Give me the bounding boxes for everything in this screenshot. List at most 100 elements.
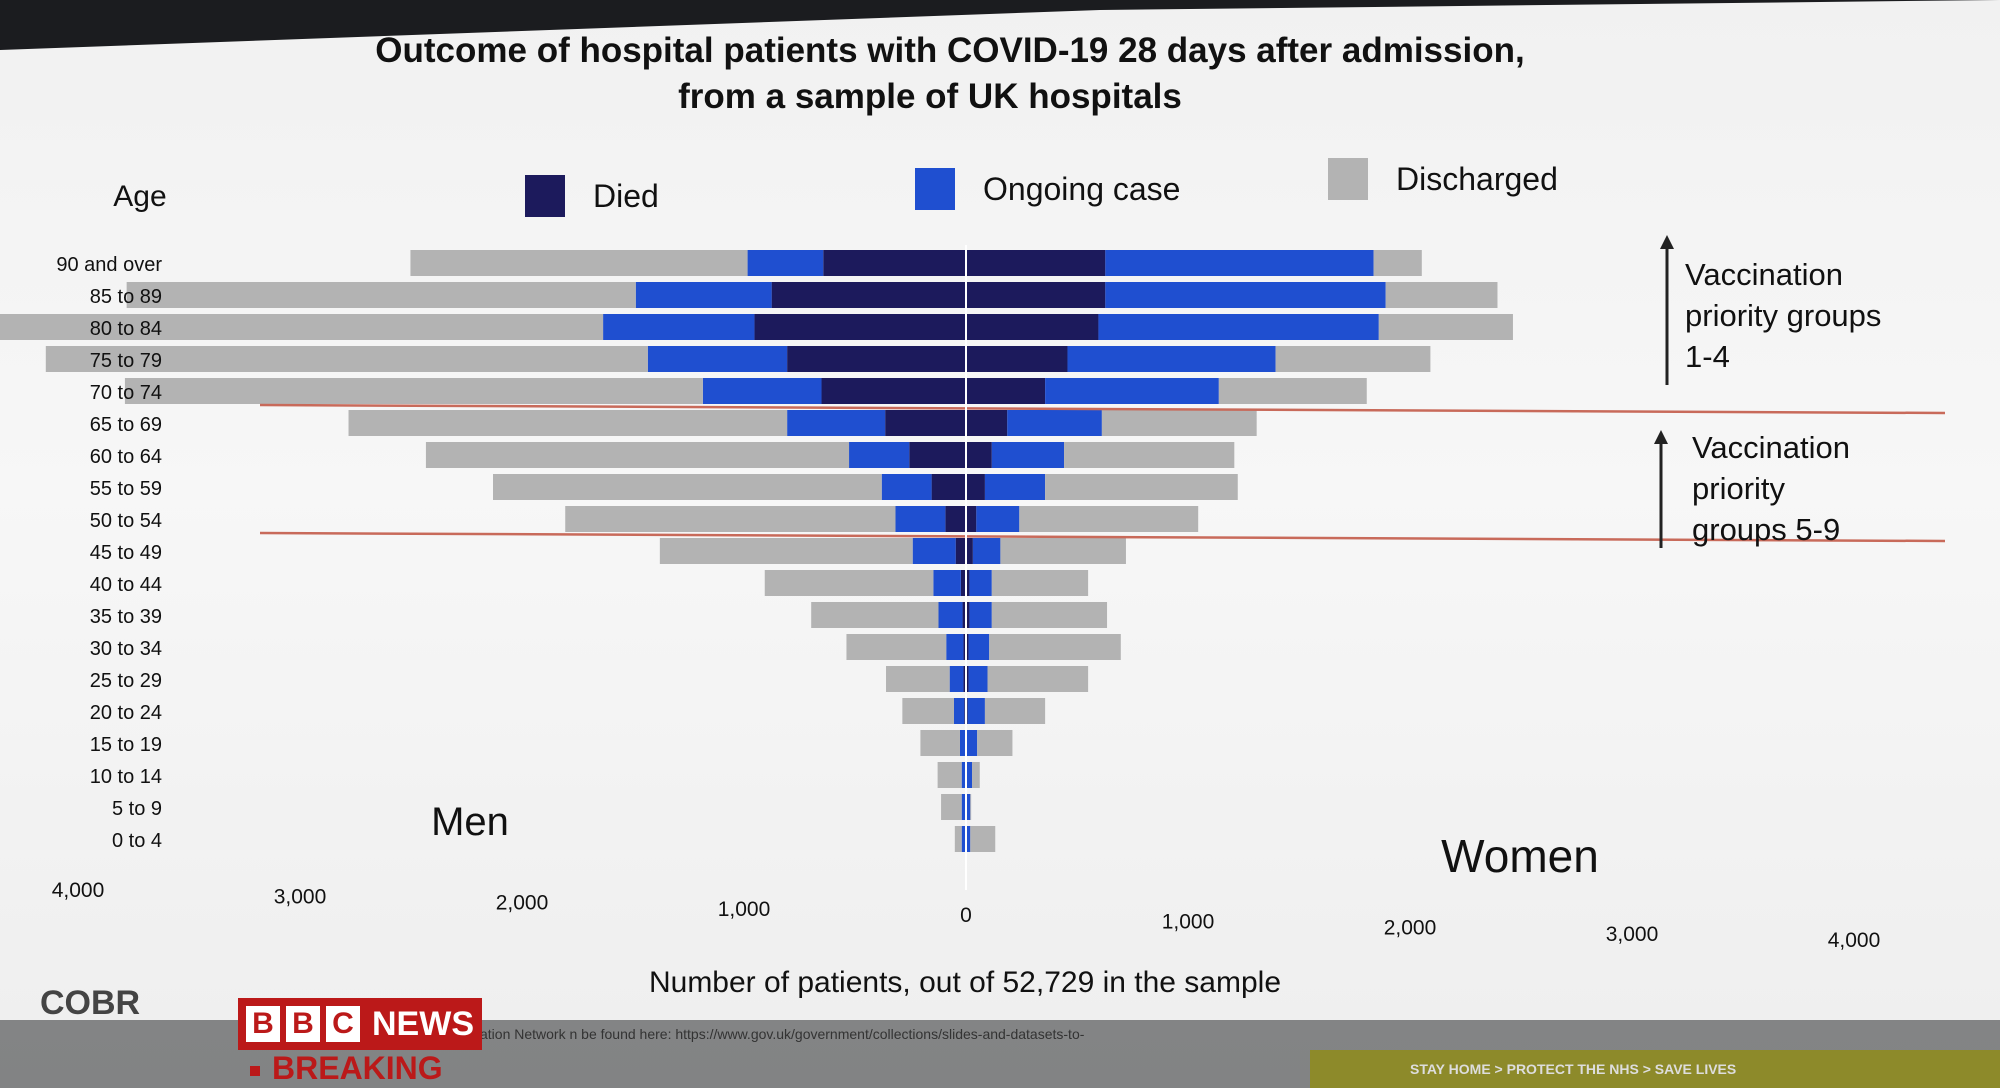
legend-label-ongoing-case: Ongoing case bbox=[983, 171, 1180, 207]
age-tick-label: 40 to 44 bbox=[90, 574, 162, 596]
annotation-arrow-up-icon bbox=[1660, 235, 1674, 249]
divider-line-groups-1-4 bbox=[259, 403, 1946, 415]
bar-men-ongoing-case bbox=[787, 410, 886, 436]
bar-women-discharged bbox=[1385, 282, 1498, 308]
bar-women-ongoing-case bbox=[972, 538, 1001, 564]
age-tick-label: 60 to 64 bbox=[90, 446, 162, 468]
x-tick-label: 3,000 bbox=[274, 885, 327, 908]
bar-men-ongoing-case bbox=[912, 538, 956, 564]
bar-women-ongoing-case bbox=[1105, 250, 1374, 276]
bar-women-ongoing-case bbox=[967, 698, 985, 724]
bar-men-died bbox=[771, 282, 966, 308]
age-tick-label: 80 to 84 bbox=[90, 318, 162, 340]
bar-men-died bbox=[931, 474, 966, 500]
bar-men-discharged bbox=[565, 506, 896, 532]
bar-men-ongoing-case bbox=[647, 346, 788, 372]
bar-women-ongoing-case bbox=[1067, 346, 1276, 372]
bar-men-died bbox=[955, 538, 966, 564]
annotation-text: groups 5-9 bbox=[1692, 512, 1840, 547]
cobr-logo: COBR bbox=[40, 984, 140, 1023]
bar-men-died bbox=[963, 634, 966, 660]
bar-men-died bbox=[962, 602, 966, 628]
bar-women-discharged bbox=[991, 602, 1108, 628]
bar-women-discharged bbox=[970, 826, 996, 852]
bar-men-discharged bbox=[493, 474, 882, 500]
bar-women-ongoing-case bbox=[968, 666, 988, 692]
bar-women-discharged bbox=[977, 730, 1013, 756]
bar-men-discharged bbox=[811, 602, 939, 628]
bar-men-ongoing-case bbox=[938, 602, 963, 628]
age-tick-label: 30 to 34 bbox=[90, 638, 162, 660]
bar-women-discharged bbox=[1378, 314, 1513, 340]
x-tick-label: 1,000 bbox=[718, 898, 771, 921]
annotations: Vaccination priority groups 1-4 Vaccination… bbox=[1654, 235, 1881, 548]
x-tick-label: 1,000 bbox=[1162, 910, 1215, 933]
annotation-text: 1-4 bbox=[1685, 339, 1730, 374]
bar-women-ongoing-case bbox=[984, 474, 1046, 500]
men-label: Men bbox=[431, 800, 509, 844]
bar-men-ongoing-case bbox=[933, 570, 961, 596]
bars-group bbox=[0, 250, 1513, 852]
age-tick-label: 85 to 89 bbox=[90, 286, 162, 308]
bar-women-ongoing-case bbox=[1098, 314, 1379, 340]
bar-men-ongoing-case bbox=[959, 730, 966, 756]
x-tick-label: 2,000 bbox=[1384, 917, 1437, 940]
bar-men-discharged bbox=[45, 346, 648, 372]
bar-men-discharged bbox=[920, 730, 960, 756]
bar-men-ongoing-case bbox=[961, 762, 966, 788]
news-word: NEWS bbox=[372, 1004, 474, 1043]
bar-men-discharged bbox=[348, 410, 788, 436]
breaking-text: BREAKING bbox=[272, 1050, 443, 1086]
legend-swatch-ongoing-case bbox=[915, 168, 955, 210]
age-tick-label: 75 to 79 bbox=[90, 350, 162, 372]
bar-women-discharged bbox=[970, 794, 972, 820]
x-tick-label: 4,000 bbox=[52, 879, 105, 902]
bar-men-ongoing-case bbox=[881, 474, 932, 500]
legend-label-discharged: Discharged bbox=[1396, 161, 1558, 197]
bar-women-discharged bbox=[984, 698, 1046, 724]
age-tick-label: 55 to 59 bbox=[90, 478, 162, 500]
stay-home-banner: STAY HOME > PROTECT THE NHS > SAVE LIVES bbox=[1310, 1050, 2000, 1088]
bar-women-ongoing-case bbox=[969, 602, 992, 628]
bar-women-discharged bbox=[1019, 506, 1199, 532]
bar-women-ongoing-case bbox=[966, 730, 978, 756]
breaking-dot-icon bbox=[250, 1065, 260, 1076]
cobr-text: COBR bbox=[40, 984, 141, 1022]
bar-men-discharged bbox=[886, 666, 950, 692]
bar-women-died bbox=[966, 410, 1008, 436]
bar-men-discharged bbox=[124, 378, 703, 404]
bbc-letter: C bbox=[326, 1006, 360, 1042]
bar-women-died bbox=[966, 666, 969, 692]
bar-men-died bbox=[787, 346, 966, 372]
bar-women-ongoing-case bbox=[991, 442, 1065, 468]
bar-men-discharged bbox=[659, 538, 913, 564]
bbc-letter: B bbox=[246, 1006, 280, 1042]
bar-men-ongoing-case bbox=[603, 314, 755, 340]
bar-women-discharged bbox=[1000, 538, 1126, 564]
bar-men-ongoing-case bbox=[953, 698, 965, 724]
bar-women-ongoing-case bbox=[966, 826, 971, 852]
bar-women-ongoing-case bbox=[966, 794, 971, 820]
bar-men-discharged bbox=[954, 826, 962, 852]
bar-women-died bbox=[966, 346, 1068, 372]
age-tick-label: 45 to 49 bbox=[90, 542, 162, 564]
bar-men-ongoing-case bbox=[702, 378, 822, 404]
bar-women-died bbox=[966, 634, 969, 660]
bar-women-discharged bbox=[991, 570, 1089, 596]
bar-men-died bbox=[885, 410, 966, 436]
bar-men-died bbox=[963, 666, 966, 692]
bar-men-ongoing-case bbox=[747, 250, 824, 276]
bar-men-died bbox=[909, 442, 966, 468]
age-tick-label: 10 to 14 bbox=[90, 766, 162, 788]
bar-women-discharged bbox=[989, 634, 1121, 660]
bar-men-died bbox=[960, 570, 966, 596]
bar-men-discharged bbox=[846, 634, 947, 660]
age-tick-label: 5 to 9 bbox=[112, 798, 162, 820]
age-tick-label: 25 to 29 bbox=[90, 670, 162, 692]
x-tick-label: 3,000 bbox=[1606, 923, 1659, 946]
bar-women-discharged bbox=[1373, 250, 1422, 276]
legend: Died Ongoing case Discharged bbox=[525, 158, 1558, 217]
bar-women-died bbox=[966, 474, 985, 500]
